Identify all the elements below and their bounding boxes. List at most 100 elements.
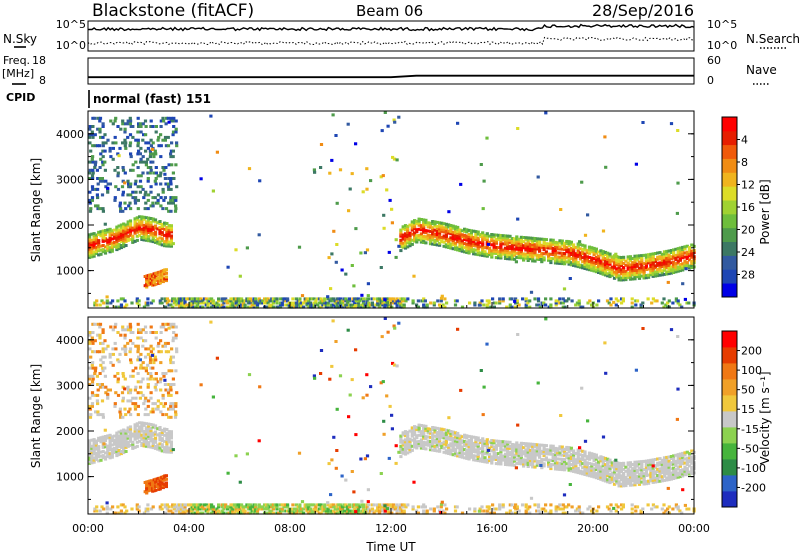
velocity-cell: [544, 452, 548, 456]
power-cell: [94, 249, 98, 253]
velocity-cell: [151, 433, 155, 437]
power-cell: [254, 303, 258, 307]
power-cell: [662, 252, 667, 256]
velocity-cell: [469, 455, 473, 459]
velocity-cell: [126, 325, 130, 329]
velocity-cell: [435, 439, 439, 443]
power-cell: [585, 263, 589, 267]
power-cell: [138, 190, 142, 194]
velocity-cell: [678, 452, 682, 456]
power-cell: [127, 185, 131, 189]
velocity-cell: [515, 445, 519, 449]
velocity-cell: [626, 463, 630, 467]
power-cell: [653, 270, 658, 274]
power-cell: [425, 303, 429, 307]
velocity-cell: [678, 460, 682, 464]
velocity-cell: [104, 385, 108, 389]
power-cell: [264, 301, 268, 305]
velocity-cell: [88, 457, 92, 461]
power-cell: [245, 297, 249, 301]
velocity-cell: [467, 439, 471, 442]
power-cell: [415, 228, 419, 232]
power-cell: [174, 130, 178, 134]
velocity-cell: [658, 457, 662, 461]
power-cell: [533, 251, 537, 255]
velocity-cell: [481, 451, 485, 455]
power-cell: [124, 146, 128, 150]
power-cell: [273, 299, 277, 303]
power-cell: [431, 228, 435, 232]
power-cell: [88, 241, 92, 245]
power-cell: [490, 249, 494, 253]
power-cell: [508, 234, 512, 238]
velocity-cell: [403, 444, 408, 448]
velocity-cell: [612, 478, 617, 482]
velocity-cell: [535, 459, 539, 463]
power-cell: [171, 299, 175, 303]
velocity-cell: [438, 449, 442, 453]
power-cell: [104, 141, 108, 145]
velocity-cell: [485, 460, 489, 464]
power-cell: [476, 236, 480, 240]
power-cell: [526, 301, 530, 305]
power-cell: [129, 193, 133, 197]
velocity-cell: [572, 451, 576, 455]
velocity-cell: [108, 444, 112, 447]
power-cell: [408, 238, 412, 241]
velocity-cell: [597, 460, 601, 464]
power-cell: [99, 157, 103, 161]
velocity-cell: [622, 482, 626, 486]
power-cell: [280, 301, 284, 305]
power-cell: [154, 282, 158, 286]
velocity-cell: [175, 347, 179, 351]
velocity-cell: [117, 442, 121, 446]
velocity-cell: [610, 477, 614, 481]
power-cell: [119, 223, 123, 227]
velocity-cell: [606, 457, 610, 461]
power-cell: [399, 230, 403, 234]
power-cell: [317, 305, 321, 309]
velocity-cell: [599, 455, 603, 459]
power-cell: [105, 299, 109, 303]
power-cell: [687, 301, 691, 305]
power-cell: [592, 251, 596, 254]
power-cell: [526, 242, 530, 246]
velocity-cell: [167, 505, 171, 509]
velocity-cell: [635, 479, 639, 482]
velocity-cell: [469, 451, 473, 455]
power-cell: [94, 160, 98, 164]
velocity-cell: [144, 432, 148, 436]
velocity-cell: [508, 457, 512, 461]
power-cell: [194, 299, 198, 303]
power-cell: [96, 127, 100, 131]
power-cell: [116, 187, 121, 191]
velocity-cell: [597, 462, 601, 466]
velocity-cell: [444, 441, 448, 445]
power-cell: [490, 243, 494, 247]
velocity-cell: [117, 440, 121, 444]
power-cell: [264, 305, 268, 309]
velocity-cell: [197, 511, 201, 515]
power-cell: [612, 300, 616, 304]
velocity-cell: [606, 468, 610, 471]
power-cell: [149, 125, 153, 128]
velocity-cell: [115, 445, 119, 449]
power-cell: [637, 260, 642, 264]
power-cell: [367, 301, 371, 305]
power-cell: [453, 241, 458, 245]
velocity-cell: [113, 438, 117, 442]
velocity-cell: [553, 451, 558, 455]
power-cell: [113, 240, 117, 244]
power-cell: [528, 242, 533, 246]
velocity-cell: [116, 380, 120, 384]
velocity-cell: [128, 350, 132, 354]
velocity-cell: [563, 449, 567, 453]
power-cell: [535, 239, 539, 243]
power-cell: [601, 252, 605, 256]
power-cell: [426, 225, 430, 229]
velocity-cell: [154, 377, 158, 381]
velocity-cell: [535, 445, 539, 449]
power-cell: [199, 305, 203, 309]
velocity-cell: [88, 396, 92, 400]
power-cell: [515, 241, 519, 245]
